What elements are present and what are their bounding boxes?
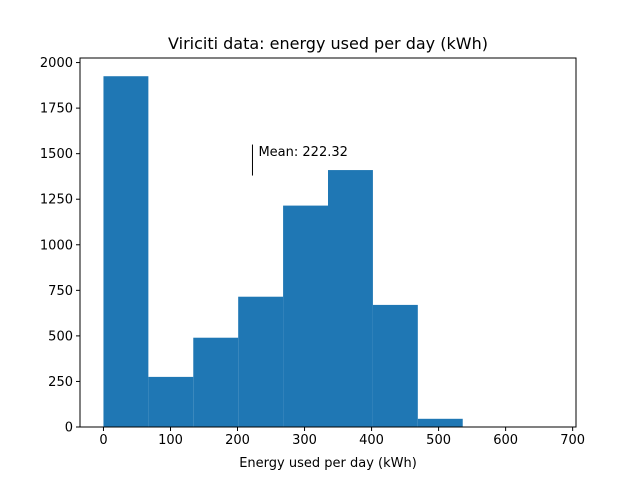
histogram-bar-7 bbox=[417, 418, 463, 427]
x-axis-ticks: 0 100 200 300 400 500 600 700 bbox=[99, 427, 585, 448]
x-tick-label: 400 bbox=[359, 433, 384, 448]
histogram-bar-2 bbox=[193, 337, 239, 427]
x-tick-label: 600 bbox=[493, 433, 518, 448]
x-tick-label: 300 bbox=[292, 433, 317, 448]
histogram-bar-4 bbox=[283, 205, 328, 427]
y-tick-label: 1250 bbox=[40, 193, 73, 208]
y-tick-label: 1000 bbox=[40, 238, 73, 253]
x-tick-label: 0 bbox=[99, 433, 107, 448]
histogram-bar-0 bbox=[103, 76, 149, 427]
y-tick-label: 0 bbox=[65, 421, 73, 436]
y-tick-label: 250 bbox=[48, 375, 73, 390]
histogram-bar-1 bbox=[148, 376, 194, 427]
x-tick-label: 500 bbox=[426, 433, 451, 448]
y-tick-label: 1500 bbox=[40, 147, 73, 162]
x-tick-label: 700 bbox=[560, 433, 585, 448]
chart-title: Viriciti data: energy used per day (kWh) bbox=[168, 34, 488, 53]
x-tick-label: 100 bbox=[158, 433, 183, 448]
mean-annotation: Mean: 222.32 bbox=[258, 145, 347, 160]
plot-frame bbox=[79, 57, 577, 428]
bars-group bbox=[103, 76, 463, 428]
histogram-bar-6 bbox=[372, 304, 418, 427]
y-tick-label: 1750 bbox=[40, 102, 73, 117]
y-tick-label: 750 bbox=[48, 284, 73, 299]
y-axis-ticks: 0 250 500 750 1000 1250 1500 1750 2000 bbox=[40, 56, 80, 436]
x-tick-label: 200 bbox=[225, 433, 250, 448]
histogram-bar-5 bbox=[328, 170, 373, 428]
histogram-bar-3 bbox=[238, 296, 284, 427]
y-tick-label: 500 bbox=[48, 329, 73, 344]
x-axis-label: Energy used per day (kWh) bbox=[239, 456, 417, 471]
y-tick-label: 2000 bbox=[40, 56, 73, 71]
annotations-group: Mean: 222.32 bbox=[251, 144, 348, 176]
